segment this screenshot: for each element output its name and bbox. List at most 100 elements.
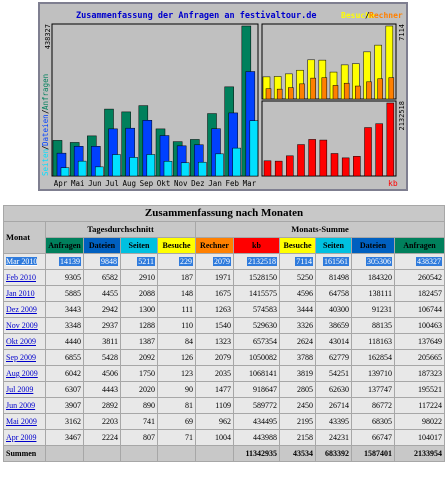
value-cell: 162854 — [351, 349, 395, 366]
value-cell: 1750 — [120, 365, 158, 382]
value-cell: 1004 — [195, 429, 234, 446]
table-row: Jan 2010 5885 4455 2088 148 1675 1415575 4596 64… — [3, 285, 446, 302]
month-link[interactable]: Mar 2010 — [6, 257, 38, 266]
legend-slash-1: / — [41, 145, 50, 150]
value-cell: 4455 — [83, 285, 121, 302]
month-link[interactable]: Apr 2009 — [6, 433, 37, 442]
value-cell: 71 — [157, 429, 196, 446]
left-max-label: 438327 — [44, 24, 52, 49]
bar-seiten — [60, 167, 70, 177]
value-cell: 5885 — [45, 285, 84, 302]
bar-seiten — [95, 166, 104, 177]
value-cell: 3443 — [45, 301, 84, 318]
table-row: Jun 2009 3907 2892 890 81 1109 589772 2450 26714… — [3, 397, 446, 414]
table-row: Aug 2009 6042 4506 1750 123 2035 1068141 3819 54… — [3, 365, 446, 382]
value-cell: 2020 — [120, 381, 158, 398]
month-link[interactable]: Dez 2009 — [6, 305, 37, 314]
value-cell: 38659 — [315, 317, 352, 334]
month-link[interactable]: Okt 2009 — [6, 337, 36, 346]
value-cell: 62779 — [315, 349, 352, 366]
value-cell: 962 — [195, 413, 234, 430]
value-cell: 1263 — [195, 301, 234, 318]
value-cell: 3444 — [279, 301, 316, 318]
month-link[interactable]: Nov 2009 — [6, 321, 38, 330]
value-cell: 1288 — [120, 317, 158, 334]
value-cell: 184320 — [351, 269, 395, 286]
month-link[interactable]: Jul 2009 — [6, 385, 34, 394]
month-cell: Okt 2009 — [3, 333, 46, 350]
month-link[interactable]: Jun 2009 — [6, 401, 36, 410]
table-row: Mar 2010 14139 9848 5211 229 2079 2132518 7114 1… — [3, 253, 446, 270]
month-link[interactable]: Jan 2010 — [6, 289, 35, 298]
value-cell: 3162 — [45, 413, 84, 430]
month-link[interactable]: Feb 2010 — [6, 273, 36, 282]
col-dateien: Dateien — [83, 237, 121, 254]
legend-rechner: Rechner — [369, 11, 403, 20]
value-cell: 1540 — [195, 317, 234, 334]
col-monat: Monat — [3, 221, 46, 254]
value-cell: 26714 — [315, 397, 352, 414]
value-cell: 81 — [157, 397, 196, 414]
month-link[interactable]: Sep 2009 — [6, 353, 36, 362]
sum-cell — [83, 445, 121, 462]
table-row: Feb 2010 9305 6582 2910 187 1971 1528150 5250 81… — [3, 269, 446, 286]
sum-cell: 683392 — [315, 445, 352, 462]
value-cell: 9305 — [45, 269, 84, 286]
value-cell: 574583 — [233, 301, 280, 318]
bar-kb — [353, 156, 361, 177]
month-link[interactable]: Aug 2009 — [6, 369, 38, 378]
value-cell: 741 — [120, 413, 158, 430]
col-rechner: Rechner — [195, 237, 234, 254]
sum-cell: 1587401 — [351, 445, 395, 462]
col-anfragen-sum: Anfragen — [393, 237, 446, 254]
value-cell: 6582 — [83, 269, 121, 286]
value-cell: 3819 — [279, 365, 316, 382]
value-cell: 126 — [157, 349, 196, 366]
bar-kb — [308, 139, 316, 177]
value-cell: 43014 — [315, 333, 352, 350]
value-cell: 68305 — [351, 413, 395, 430]
value-cell: 195521 — [393, 381, 446, 398]
value-cell: 90 — [157, 381, 196, 398]
table-body: Mar 2010 14139 9848 5211 229 2079 2132518 7114 1… — [3, 253, 446, 462]
value-cell: 2942 — [83, 301, 121, 318]
value-cell: 138111 — [351, 285, 395, 302]
value-cell: 529630 — [233, 317, 280, 334]
value-cell: 9848 — [83, 253, 121, 270]
month-cell: Mai 2009 — [3, 413, 46, 430]
chart-title: Zusammenfassung der Anfragen an festival… — [76, 10, 317, 21]
legend-separator: / — [365, 11, 370, 20]
value-cell: 4506 — [83, 365, 121, 382]
x-tick-label: Mar — [243, 179, 257, 188]
value-cell: 2892 — [83, 397, 121, 414]
value-cell: 2035 — [195, 365, 234, 382]
value-cell: 64758 — [315, 285, 352, 302]
sum-cell — [45, 445, 84, 462]
value-cell: 3788 — [279, 349, 316, 366]
monthly-summary-table: Zusammenfassung nach Monaten Monat Tages… — [2, 205, 446, 462]
value-cell: 40300 — [315, 301, 352, 318]
bar-seiten — [232, 147, 241, 177]
x-tick-label: Okt — [157, 179, 171, 188]
bar-seiten — [180, 162, 190, 177]
bar-rechner — [343, 82, 350, 100]
bar-kb — [341, 157, 350, 177]
value-cell: 2937 — [83, 317, 121, 334]
legend-seiten: Seiten — [41, 149, 50, 176]
sum-cell: 2133954 — [393, 445, 446, 462]
month-cell: Jan 2010 — [3, 285, 46, 302]
value-cell: 118163 — [351, 333, 395, 350]
x-tick-label: Feb — [225, 179, 239, 188]
value-cell: 589772 — [233, 397, 280, 414]
left-bars — [52, 25, 259, 177]
value-cell: 54251 — [315, 365, 352, 382]
bar-kb — [274, 160, 283, 177]
value-cell: 161561 — [315, 253, 352, 270]
legend-slash-2: / — [41, 109, 50, 114]
bar-kb — [330, 153, 339, 177]
value-cell: 62630 — [315, 381, 352, 398]
value-cell: 24231 — [315, 429, 352, 446]
value-cell: 3348 — [45, 317, 84, 334]
month-link[interactable]: Mai 2009 — [6, 417, 37, 426]
col-besuche: Besuche — [157, 237, 196, 254]
